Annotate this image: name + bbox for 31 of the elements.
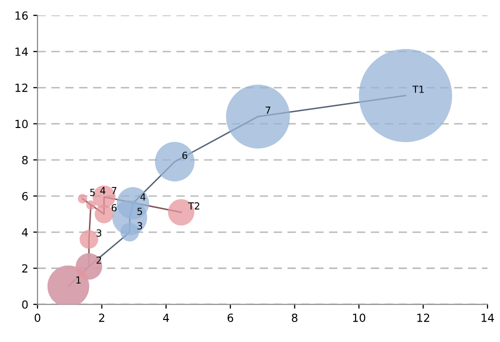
- annotation: 3: [137, 222, 142, 230]
- y-tick-label: 6: [22, 192, 28, 200]
- x-tick-label: 4: [163, 314, 169, 322]
- y-tick-label: 8: [22, 156, 28, 164]
- x-tick-label: 8: [292, 314, 298, 322]
- annotation: 5: [90, 188, 95, 196]
- x-tick-label: 2: [99, 314, 104, 322]
- y-tick-label: 10: [16, 120, 28, 128]
- annotation: 7: [112, 187, 116, 194]
- x-tick-label: 0: [34, 314, 40, 322]
- y-tick-label: 0: [22, 300, 28, 309]
- y-tick-label: 2: [22, 264, 28, 272]
- x-tick-label: 6: [228, 314, 234, 322]
- y-tick-label: 12: [16, 84, 28, 92]
- annotation: 4: [140, 193, 146, 200]
- annotation: 5: [137, 208, 142, 216]
- x-tick-label: 12: [417, 314, 430, 322]
- annotation: T2: [188, 202, 200, 210]
- annotation: 1: [76, 276, 81, 284]
- y-tick-label: 4: [22, 228, 28, 236]
- x-tick-label: 10: [353, 314, 366, 322]
- annotation: 4: [100, 187, 106, 194]
- y-tick-label: 16: [16, 11, 28, 20]
- y-tick-label: 14: [16, 48, 28, 56]
- annotation: T1: [412, 86, 424, 93]
- annotation: 7: [266, 106, 270, 114]
- x-tick-label: 14: [482, 314, 494, 322]
- annotation: 2: [96, 256, 102, 264]
- annotation: 6: [182, 152, 188, 160]
- annotation: 6: [112, 204, 117, 212]
- annotation: 3: [96, 229, 102, 237]
